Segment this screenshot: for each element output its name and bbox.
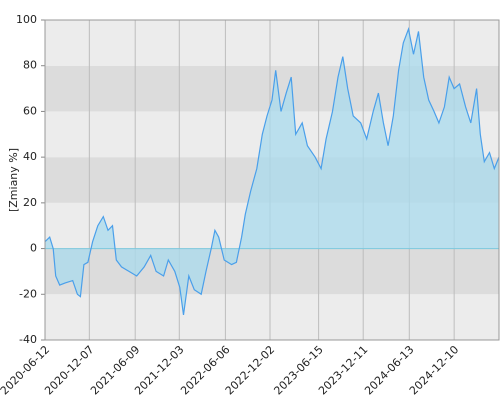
plot-border: [44, 19, 500, 341]
area: [45, 29, 499, 315]
y-tick-label: 20: [23, 196, 37, 209]
y-tick-label: -20: [19, 287, 37, 300]
line: [44, 26, 500, 315]
background-band: [45, 294, 499, 340]
y-tick-label: 80: [23, 59, 37, 72]
background-band: [45, 20, 499, 66]
y-tick-label: 100: [16, 13, 37, 26]
background-band: [45, 248, 499, 295]
y-tick-label: -40: [19, 333, 37, 346]
y-tick-label: 40: [23, 150, 37, 163]
y-tick-label: 0: [30, 242, 37, 255]
y-tick-label: 60: [23, 104, 37, 117]
y-axis-label: [Zmiany %]: [7, 148, 20, 212]
